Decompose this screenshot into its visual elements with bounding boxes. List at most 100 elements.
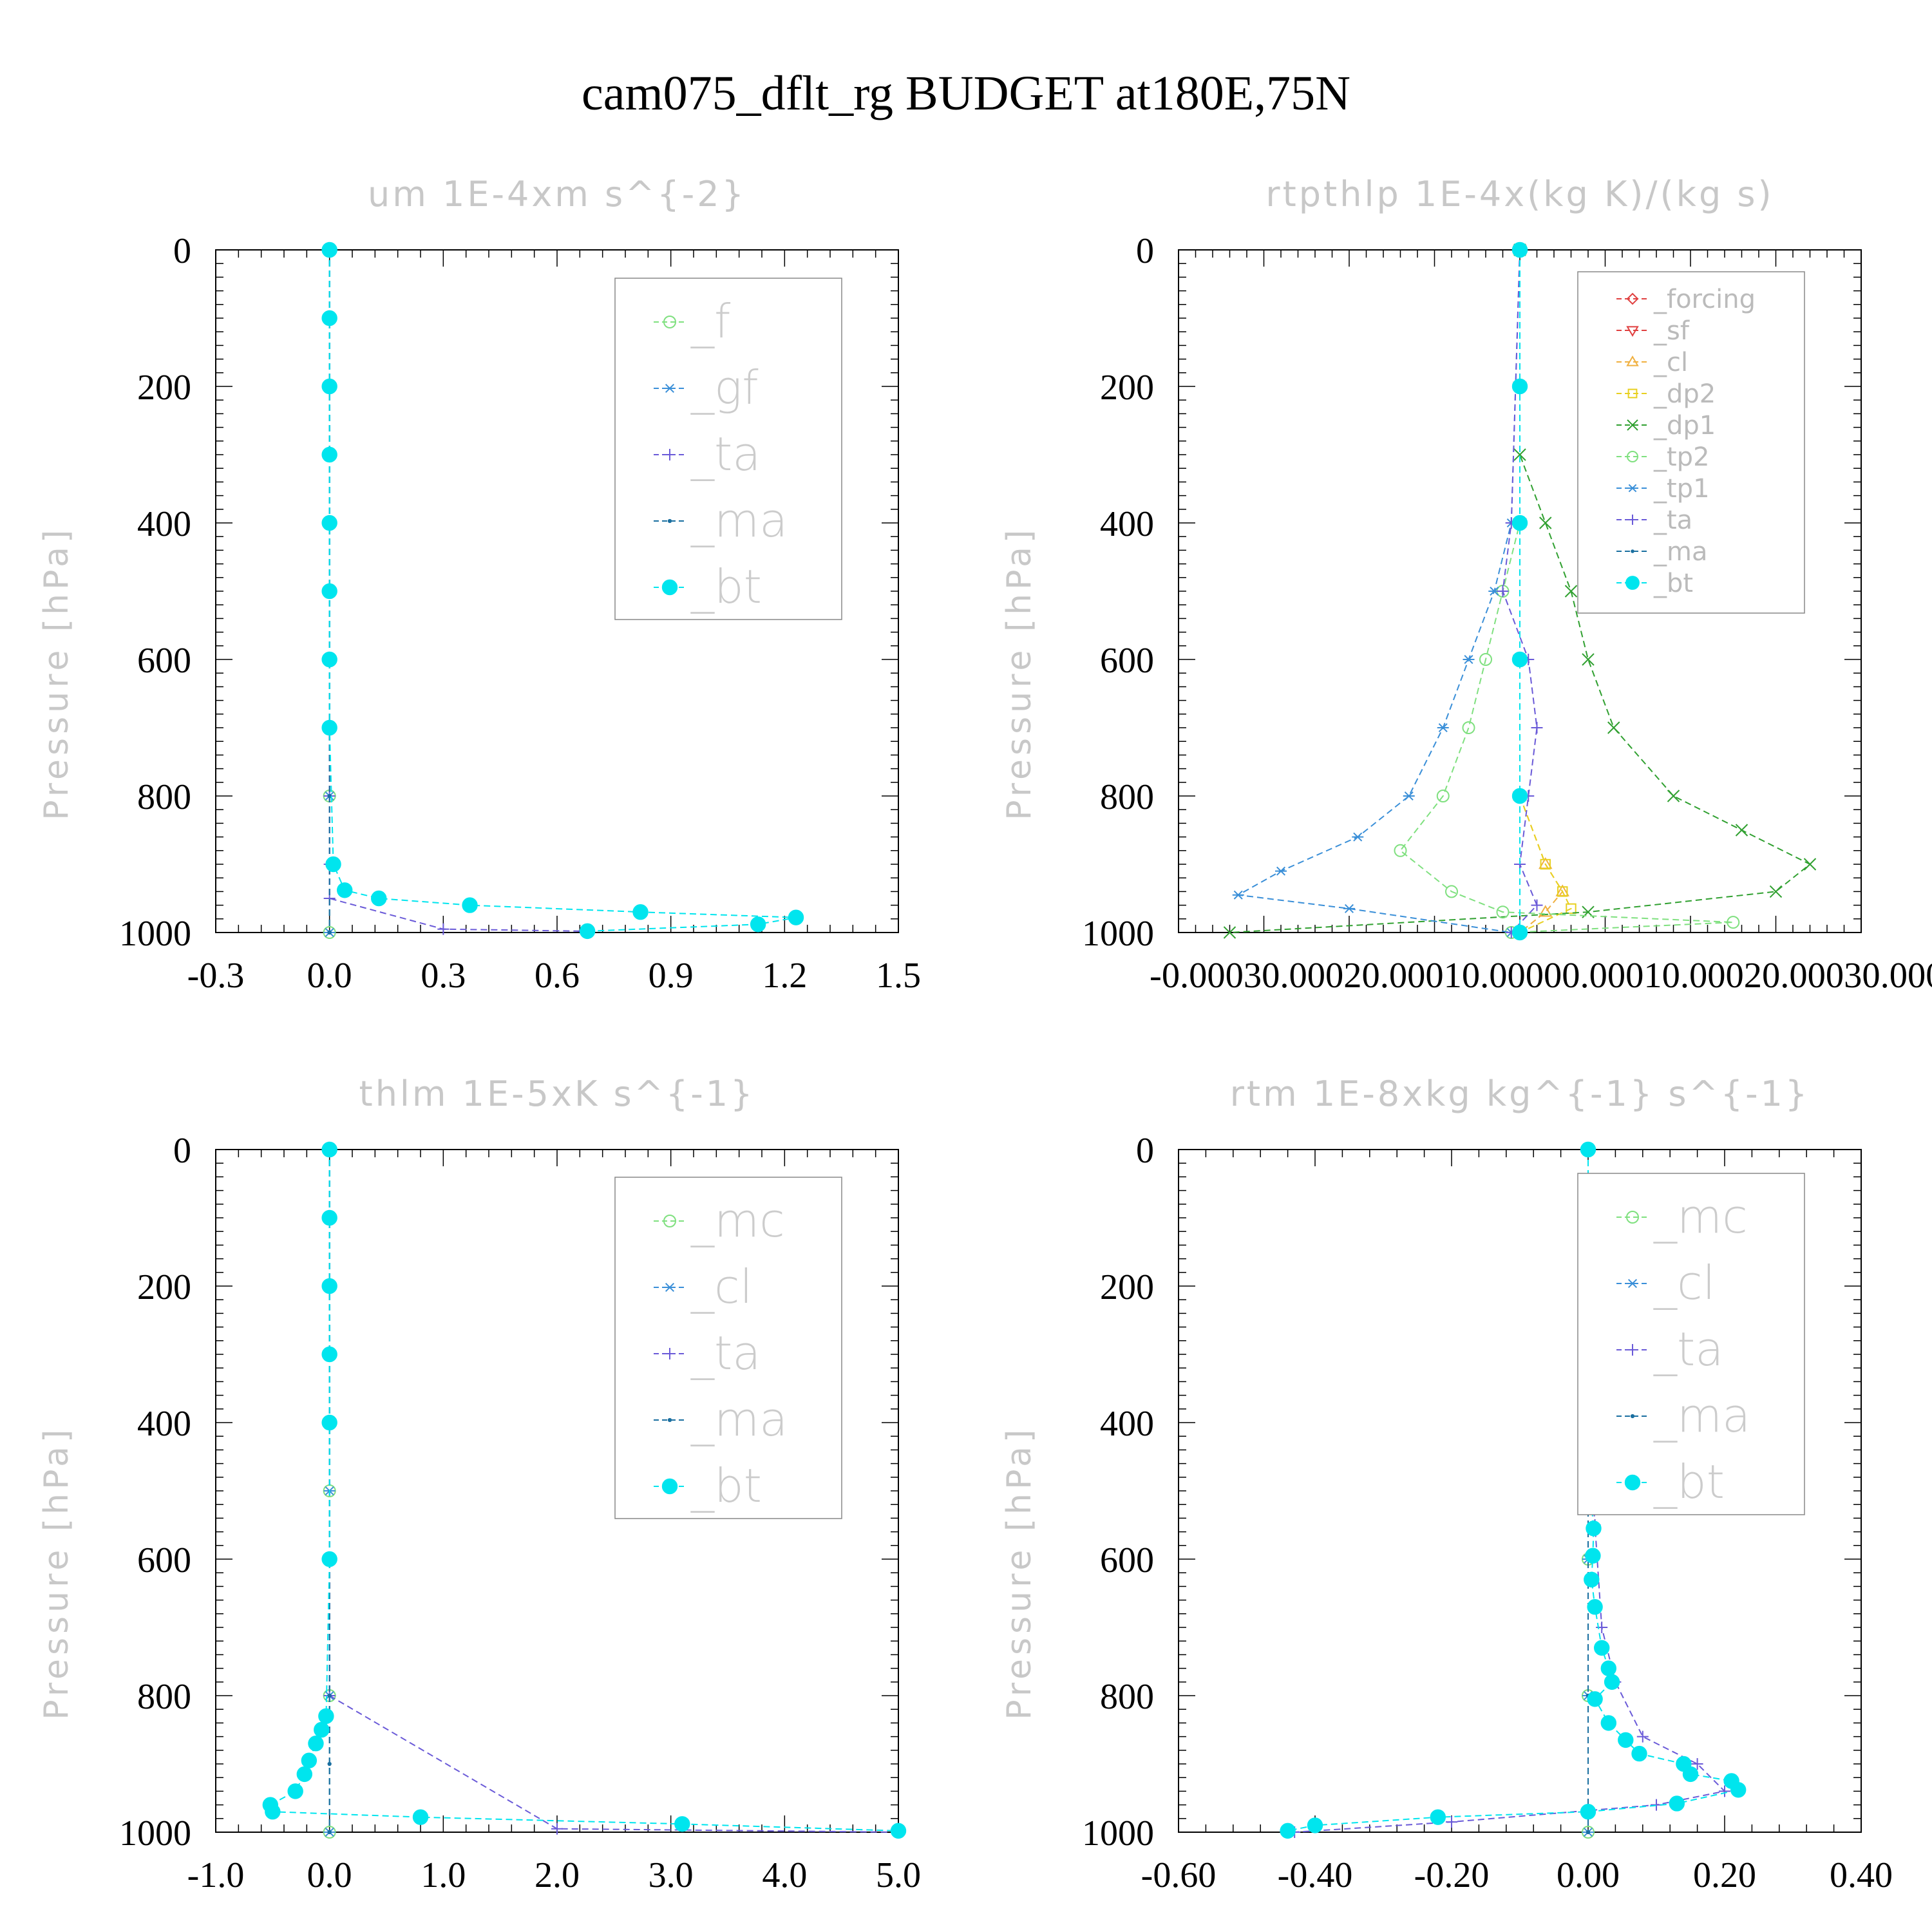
data-point [1604, 1674, 1620, 1690]
legend-label: _bt [690, 1459, 762, 1513]
data-point [1496, 905, 1510, 919]
y-tick-label: 200 [1100, 1267, 1154, 1307]
data-point [1769, 885, 1783, 898]
panel-3: thlm 1E-5xK s^{-1} Pressure [hPa] 0 200 400 6… [37, 1074, 921, 1895]
legend-label: _cl [1653, 348, 1688, 377]
data-point [1585, 1548, 1601, 1564]
data-point [1618, 1732, 1634, 1748]
data-point [1275, 866, 1287, 876]
x-tick-label: 0.20 [1693, 1855, 1756, 1895]
panel-title: um 1E-4xm s^{-2} [368, 174, 746, 214]
legend-item: _ta [1616, 506, 1692, 535]
data-point [321, 446, 337, 463]
legend-item: _bt [654, 560, 762, 614]
legend-marker [1627, 1278, 1638, 1289]
legend-marker [1626, 326, 1639, 337]
data-point [632, 904, 649, 920]
x-tick-label: 1.2 [762, 956, 807, 996]
data-point [314, 1721, 330, 1738]
data-point [321, 1346, 337, 1363]
data-point [1636, 1730, 1649, 1743]
data-point [301, 1752, 317, 1768]
legend-marker [1627, 419, 1638, 431]
legend-box [614, 1177, 842, 1519]
legend-marker [1626, 355, 1639, 366]
data-point [308, 1736, 324, 1752]
y-tick-label: 400 [137, 504, 191, 544]
data-point [551, 1823, 563, 1835]
data-point [412, 1809, 429, 1825]
data-point [1436, 790, 1450, 802]
data-point [265, 1804, 281, 1820]
legend-marker [1624, 1474, 1641, 1491]
data-point [327, 930, 332, 935]
legend-label: _ma [1653, 1388, 1750, 1443]
data-point [890, 1823, 907, 1839]
y-tick-label: 200 [137, 368, 191, 408]
legend-label: _bt [1653, 1455, 1725, 1509]
legend-label: _mc [690, 1193, 785, 1247]
panel-title: rtpthlp 1E-4x(kg K)/(kg s) [1265, 174, 1774, 214]
data-point [674, 1816, 690, 1832]
y-tick-label: 0 [173, 1131, 191, 1171]
y-tick-label: 0 [1136, 1131, 1154, 1171]
data-point [327, 1761, 332, 1766]
legend-label: _dp1 [1653, 411, 1716, 440]
data-point [1557, 886, 1568, 897]
legend-label: _gf [690, 361, 759, 415]
data-point [1232, 890, 1244, 900]
data-point [321, 1209, 337, 1226]
legend-marker [661, 579, 678, 596]
legend-item: _gf [654, 361, 759, 415]
panel-title: rtm 1E-8xkg kg^{-1} s^{-1} [1230, 1074, 1810, 1114]
legend-label: _forcing [1653, 285, 1756, 314]
y-tick-label: 1000 [119, 914, 191, 954]
legend-marker [1630, 1414, 1635, 1419]
legend-item: _ta [1616, 1322, 1723, 1376]
data-point [1539, 905, 1553, 917]
data-point [1430, 1809, 1446, 1825]
y-tick-label: 200 [1100, 368, 1154, 408]
legend-label: _ta [690, 1326, 761, 1380]
x-tick-label: -0.20 [1414, 1855, 1490, 1895]
data-point [371, 890, 387, 907]
legend-box [1577, 271, 1805, 614]
legend-item: _bt [1616, 569, 1693, 598]
legend: _mc _cl _ta _ma _bt [614, 1177, 842, 1519]
legend-marker [663, 316, 676, 328]
y-axis-label: Pressure [hPa] [37, 526, 76, 820]
legend-marker [1627, 451, 1638, 462]
legend-label: _dp2 [1653, 379, 1716, 409]
data-point [287, 1783, 303, 1799]
y-tick-label: 1000 [1082, 914, 1154, 954]
y-tick-label: 800 [1100, 1677, 1154, 1717]
series-bt [321, 242, 804, 940]
data-point [437, 923, 450, 935]
data-point [318, 1708, 334, 1725]
x-tick-label: 0.6 [535, 956, 580, 996]
legend: _forcing_sf_cl_dp2_dp1_tp2_tp1_ta_ma_bt [1577, 271, 1805, 614]
legend-item: _tp1 [1616, 474, 1710, 504]
data-point [321, 583, 337, 600]
data-point [1280, 1823, 1296, 1839]
legend-label: _ta [690, 427, 761, 481]
x-tick-label: -0.40 [1278, 1855, 1353, 1895]
y-tick-label: 400 [137, 1404, 191, 1444]
data-point [1511, 515, 1528, 531]
series-line [1399, 250, 1734, 933]
data-point [1600, 1715, 1617, 1731]
x-tick-labels-overlapping: -0.00030.00020.00010.00000.00010.00020.0… [1150, 956, 1932, 996]
series-line [269, 1150, 899, 1832]
legend-item: _cl [1616, 348, 1688, 377]
legend-marker [667, 518, 672, 524]
data-point [1437, 723, 1449, 733]
series-bt [1511, 242, 1528, 941]
tick-marks [1178, 249, 1862, 933]
x-tick-label: 1.5 [876, 956, 921, 996]
data-point [1223, 926, 1236, 939]
data-point [321, 1278, 337, 1294]
data-point [1667, 790, 1680, 802]
legend-label: _bt [690, 560, 762, 614]
data-point [327, 1693, 332, 1698]
legend-label: _ta [1653, 506, 1692, 535]
